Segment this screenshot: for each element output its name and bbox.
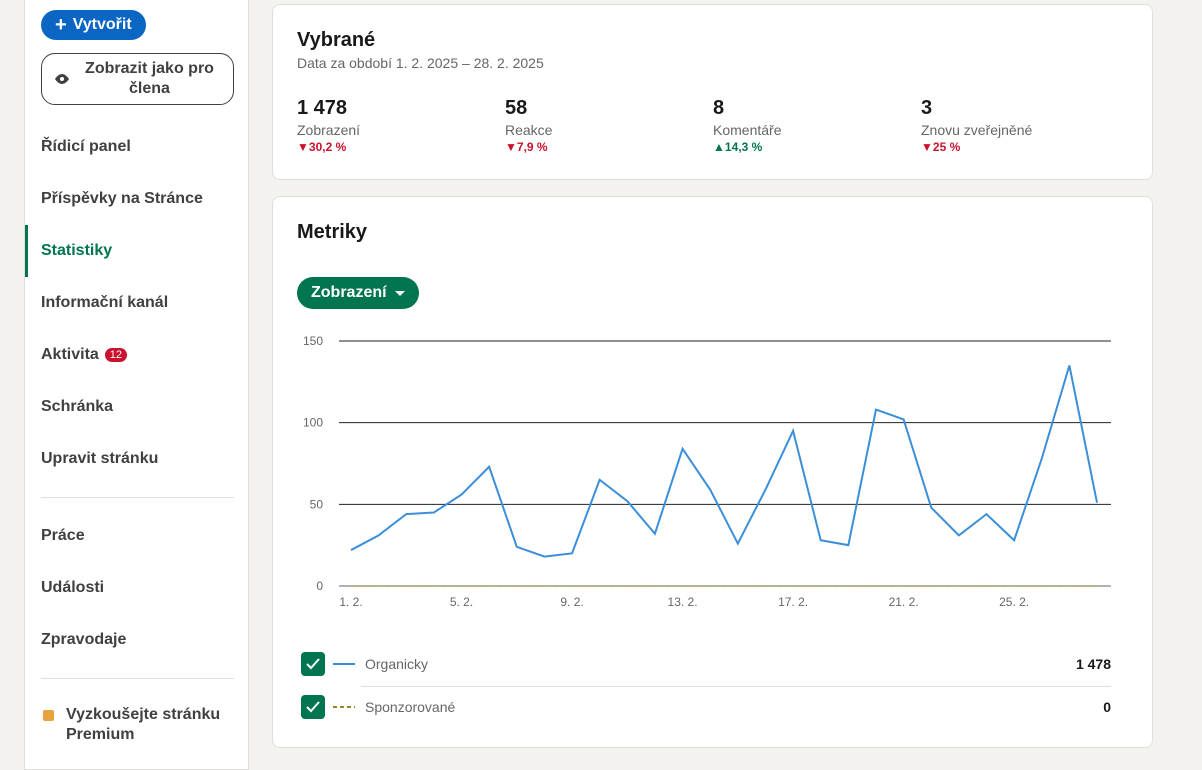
sponsored-checkbox[interactable] — [301, 695, 325, 719]
triangle-down-icon: ▼ — [297, 140, 309, 154]
solid-line-swatch — [333, 662, 355, 666]
stat-item: 3 Znovu zveřejněné ▼25 % — [921, 97, 1032, 154]
line-chart: 0 50 100 150 1. 2. 5. 2. 9. 2. 13. 2. 17. 2. 21. … — [273, 197, 1154, 617]
organic-checkbox[interactable] — [301, 652, 325, 676]
nav-edit-page[interactable]: Upravit stránku — [25, 439, 248, 479]
x-tick-label: 25. 2. — [999, 595, 1029, 609]
stat-value: 3 — [921, 97, 1032, 120]
x-tick-label: 21. 2. — [889, 595, 919, 609]
triangle-down-icon: ▼ — [505, 140, 517, 154]
highlights-title: Vybrané — [297, 29, 375, 52]
nav-dashboard[interactable]: Řídicí panel — [25, 127, 248, 167]
nav-premium[interactable]: Vyzkoušejte stránku Premium — [25, 705, 248, 755]
premium-icon — [43, 710, 54, 721]
nav-newsletters[interactable]: Zpravodaje — [25, 620, 248, 660]
legend-sponsored: Sponzorované 0 — [301, 687, 1111, 727]
organic-series-line — [351, 366, 1097, 557]
stat-item: 1 478 Zobrazení ▼30,2 % — [297, 97, 360, 154]
x-tick-label: 17. 2. — [778, 595, 808, 609]
dashed-line-swatch — [333, 705, 355, 709]
plus-icon: + — [55, 15, 67, 35]
stat-label: Komentáře — [713, 122, 781, 138]
nav-events[interactable]: Události — [25, 568, 248, 608]
highlights-card: Vybrané Data za období 1. 2. 2025 – 28. … — [272, 4, 1153, 180]
legend-organic: Organicky 1 478 — [301, 644, 1111, 684]
stat-change: ▼30,2 % — [297, 140, 360, 154]
triangle-down-icon: ▼ — [921, 140, 933, 154]
nav-analytics[interactable]: Statistiky — [25, 225, 248, 277]
divider — [41, 678, 234, 679]
stat-value: 8 — [713, 97, 781, 120]
date-range: Data za období 1. 2. 2025 – 28. 2. 2025 — [297, 55, 544, 71]
check-icon — [306, 658, 320, 670]
y-tick-label: 150 — [303, 334, 323, 348]
stat-change: ▼7,9 % — [505, 140, 552, 154]
stat-item: 8 Komentáře ▲14,3 % — [713, 97, 781, 154]
stat-change: ▼25 % — [921, 140, 1032, 154]
divider — [41, 497, 234, 498]
eye-icon — [54, 73, 70, 85]
create-button[interactable]: +Vytvořit — [41, 10, 146, 40]
stat-value: 58 — [505, 97, 552, 120]
stat-change: ▲14,3 % — [713, 140, 781, 154]
nav-feed[interactable]: Informační kanál — [25, 283, 248, 323]
organic-total: 1 478 — [1076, 656, 1111, 672]
sponsored-total: 0 — [1103, 699, 1111, 715]
x-tick-label: 9. 2. — [560, 595, 583, 609]
view-as-member-button[interactable]: Zobrazit jako pro člena — [41, 53, 234, 105]
nav-inbox[interactable]: Schránka — [25, 387, 248, 427]
y-tick-label: 0 — [316, 579, 323, 593]
nav-jobs[interactable]: Práce — [25, 516, 248, 556]
check-icon — [306, 701, 320, 713]
y-tick-label: 50 — [310, 497, 324, 511]
x-tick-label: 5. 2. — [450, 595, 473, 609]
x-tick-label: 1. 2. — [339, 595, 362, 609]
x-tick-label: 13. 2. — [668, 595, 698, 609]
stat-label: Znovu zveřejněné — [921, 122, 1032, 138]
stat-value: 1 478 — [297, 97, 360, 120]
notification-badge: 12 — [105, 348, 127, 362]
stat-label: Zobrazení — [297, 122, 360, 138]
y-tick-label: 100 — [303, 416, 323, 430]
triangle-up-icon: ▲ — [713, 140, 725, 154]
stat-item: 58 Reakce ▼7,9 % — [505, 97, 552, 154]
sidebar: +Vytvořit Zobrazit jako pro člena Řídicí… — [24, 0, 249, 770]
stat-label: Reakce — [505, 122, 552, 138]
nav-page-posts[interactable]: Příspěvky na Stránce — [25, 179, 248, 219]
